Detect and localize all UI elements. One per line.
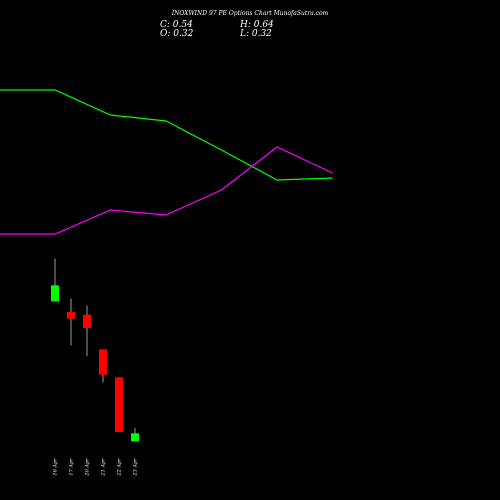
date-label: 22 Apr [117,458,123,477]
low-readout: L: 0.32 [239,29,272,39]
close-readout: C: 0.54 [160,20,193,30]
high-readout: H: 0.64 [239,20,274,30]
open-readout: O: 0.32 [160,29,194,39]
chart-title: INOXWIND 97 PE Options Chart MunafaSutra… [171,10,329,17]
candle-body [67,312,75,319]
indicator-line-2 [0,146,333,235]
date-label: 20 Apr [85,458,91,477]
date-label: 16 Apr [53,458,59,476]
date-label: 23 Apr [133,458,139,477]
candle-body [131,433,139,442]
candle-body [83,314,91,328]
indicator-lines [0,89,333,235]
candle-body [115,377,123,432]
candle-body [51,285,59,302]
candles [51,258,139,442]
date-label: 21 Apr [101,458,107,477]
candle-body [99,349,107,375]
date-label: 17 Apr [69,458,75,476]
indicator-line-1 [0,89,333,181]
date-labels: 16 Apr 17 Apr 20 Apr 21 Apr 22 Apr 23 Apr [53,458,139,477]
